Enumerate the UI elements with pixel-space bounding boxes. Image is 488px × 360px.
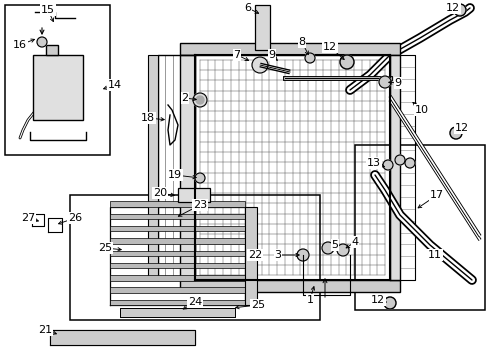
Text: 12: 12 bbox=[454, 123, 468, 133]
Bar bbox=[70, 195, 319, 320]
Text: 4: 4 bbox=[351, 237, 358, 247]
Bar bbox=[46, 45, 58, 55]
Text: 26: 26 bbox=[68, 213, 82, 223]
Bar bbox=[180, 43, 399, 55]
Circle shape bbox=[336, 244, 348, 256]
Text: 5: 5 bbox=[331, 240, 338, 250]
Circle shape bbox=[339, 55, 353, 69]
Text: 23: 23 bbox=[193, 200, 206, 210]
Circle shape bbox=[453, 4, 465, 16]
Bar bbox=[244, 207, 257, 305]
Text: 20: 20 bbox=[153, 188, 167, 198]
Bar bbox=[5, 5, 110, 155]
Text: 25: 25 bbox=[98, 243, 112, 253]
Circle shape bbox=[193, 93, 206, 107]
Bar bbox=[33, 55, 83, 120]
Circle shape bbox=[378, 76, 390, 88]
Bar bbox=[110, 214, 244, 219]
Bar bbox=[110, 226, 244, 231]
Text: 10: 10 bbox=[414, 105, 428, 115]
Text: 12: 12 bbox=[370, 295, 384, 305]
Bar bbox=[110, 300, 244, 305]
Circle shape bbox=[251, 57, 267, 73]
Bar bbox=[110, 263, 244, 268]
Text: 22: 22 bbox=[247, 250, 262, 260]
Text: 7: 7 bbox=[233, 50, 240, 60]
Bar bbox=[178, 188, 209, 202]
Text: 27: 27 bbox=[21, 213, 35, 223]
Bar bbox=[254, 5, 269, 50]
Circle shape bbox=[37, 37, 47, 47]
Bar bbox=[110, 238, 244, 244]
Circle shape bbox=[196, 96, 203, 104]
Bar bbox=[50, 330, 195, 345]
Text: 13: 13 bbox=[366, 158, 380, 168]
Circle shape bbox=[305, 53, 314, 63]
Bar bbox=[180, 55, 195, 280]
Text: 18: 18 bbox=[141, 113, 155, 123]
Circle shape bbox=[404, 158, 414, 168]
Bar bbox=[354, 145, 484, 310]
Bar bbox=[180, 280, 399, 292]
Text: 9: 9 bbox=[394, 78, 401, 88]
Circle shape bbox=[394, 155, 404, 165]
Text: 14: 14 bbox=[108, 80, 122, 90]
Circle shape bbox=[296, 249, 308, 261]
Text: 21: 21 bbox=[38, 325, 52, 335]
Text: 12: 12 bbox=[322, 42, 336, 52]
Text: 6: 6 bbox=[244, 3, 251, 13]
Text: 16: 16 bbox=[13, 40, 27, 50]
Text: 1: 1 bbox=[306, 295, 313, 305]
Text: 19: 19 bbox=[167, 170, 182, 180]
Circle shape bbox=[449, 127, 461, 139]
Text: 12: 12 bbox=[445, 3, 459, 13]
Bar bbox=[110, 287, 244, 293]
Text: 9: 9 bbox=[268, 50, 275, 60]
Circle shape bbox=[382, 160, 392, 170]
Text: 24: 24 bbox=[187, 297, 202, 307]
Circle shape bbox=[383, 297, 395, 309]
Bar bbox=[110, 202, 244, 207]
Text: 25: 25 bbox=[250, 300, 264, 310]
Bar bbox=[148, 55, 158, 280]
Text: 11: 11 bbox=[427, 250, 441, 260]
Text: 3: 3 bbox=[274, 250, 281, 260]
Text: 8: 8 bbox=[298, 37, 305, 47]
Circle shape bbox=[321, 242, 333, 254]
Text: 15: 15 bbox=[41, 5, 55, 15]
Bar bbox=[389, 55, 399, 280]
Text: 2: 2 bbox=[181, 93, 188, 103]
Bar bbox=[110, 251, 244, 256]
Bar bbox=[110, 275, 244, 280]
Circle shape bbox=[195, 173, 204, 183]
Text: 17: 17 bbox=[429, 190, 443, 200]
Bar bbox=[120, 308, 235, 317]
